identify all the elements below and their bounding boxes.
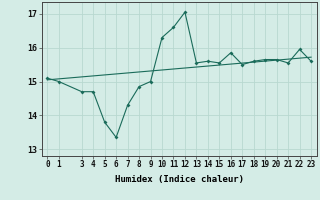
X-axis label: Humidex (Indice chaleur): Humidex (Indice chaleur) bbox=[115, 175, 244, 184]
